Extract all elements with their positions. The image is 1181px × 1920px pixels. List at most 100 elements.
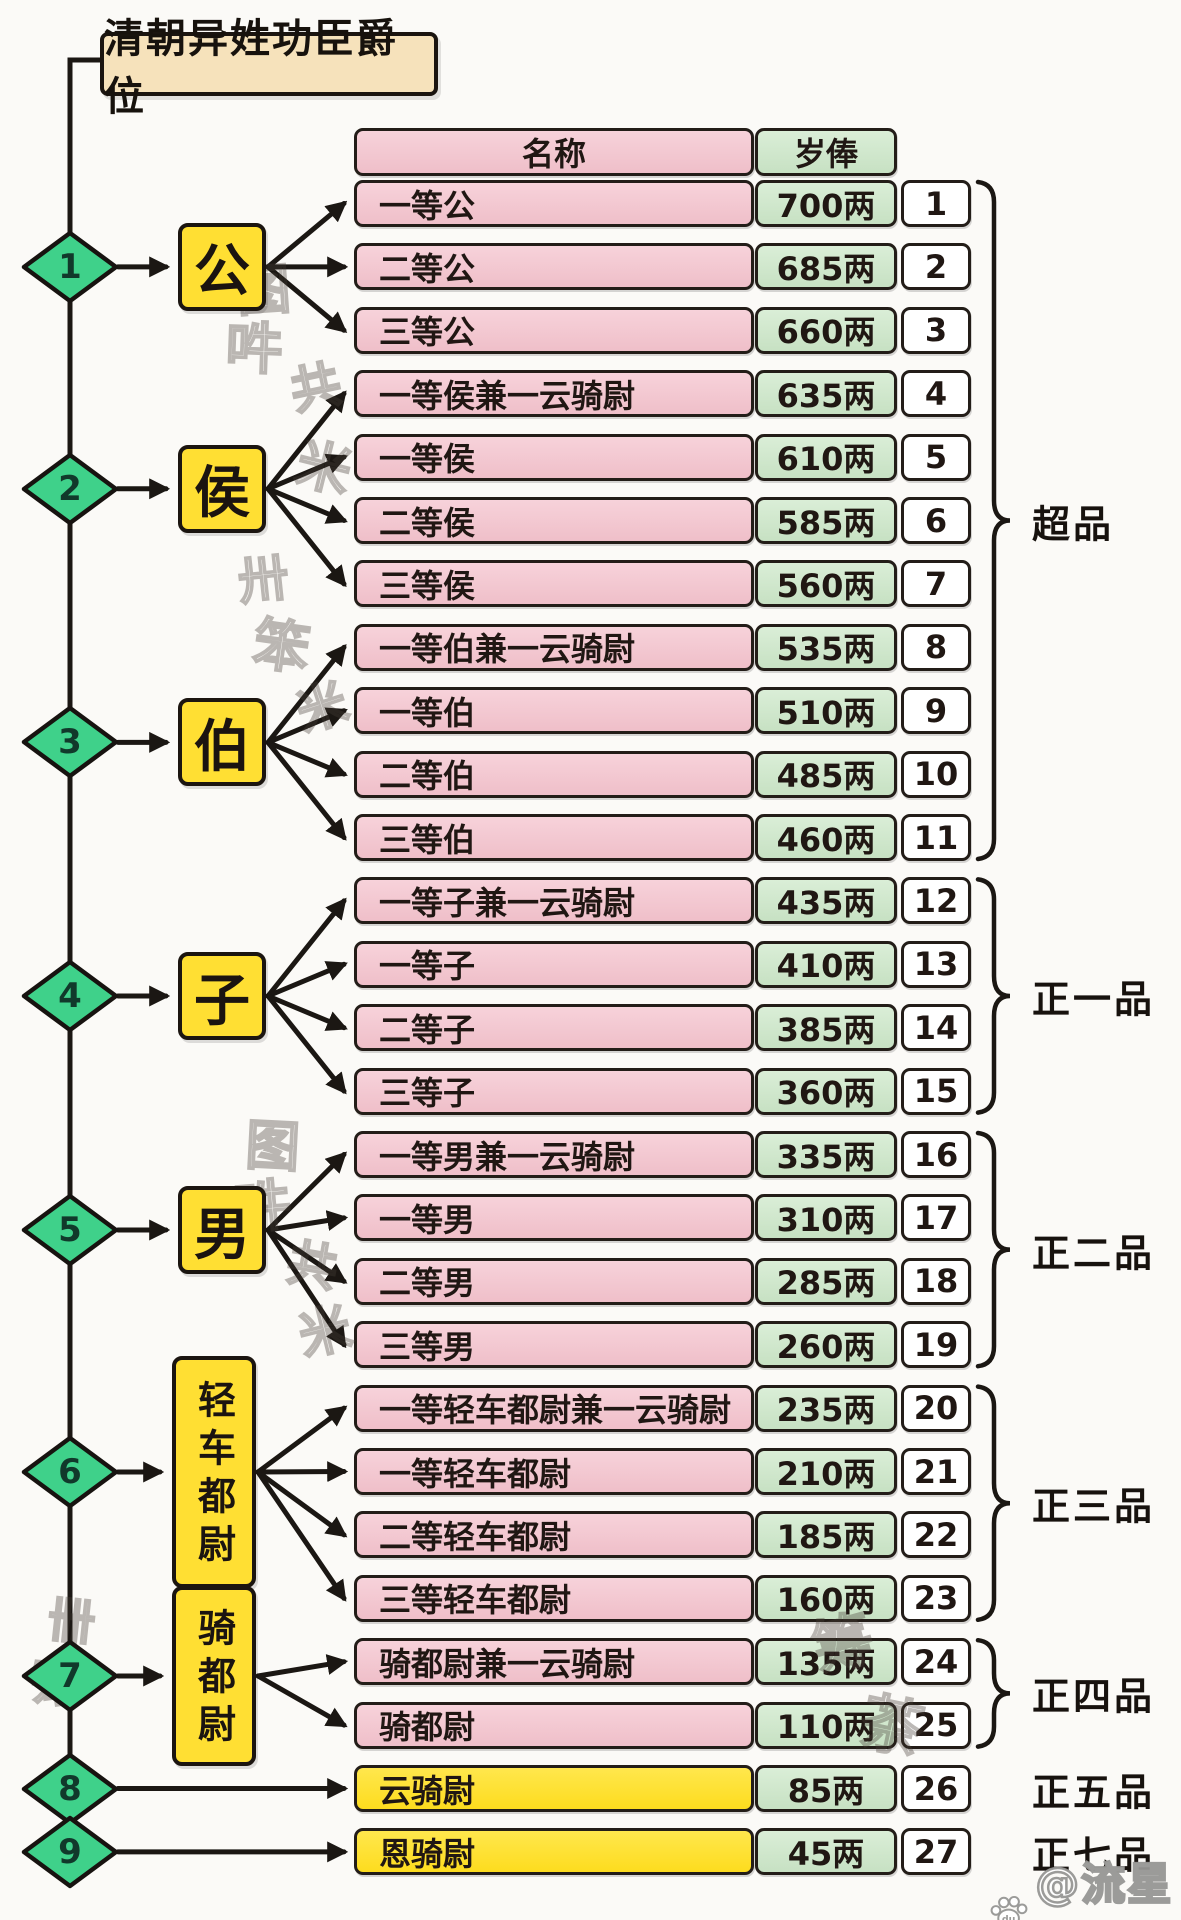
row-number: 8 bbox=[901, 623, 971, 671]
row-salary: 135两 bbox=[755, 1638, 897, 1686]
group-diamond-number: 6 bbox=[58, 1452, 82, 1492]
group-title-box: 男 bbox=[178, 1186, 266, 1274]
group-diamond: 5 bbox=[18, 1190, 122, 1270]
row-number: 21 bbox=[901, 1448, 971, 1495]
rank-label: 正二品 bbox=[1032, 1231, 1156, 1276]
group-diamond-number: 2 bbox=[58, 468, 82, 509]
group-diamond-number: 8 bbox=[58, 1768, 82, 1809]
group-diamond: 2 bbox=[18, 449, 122, 529]
row-name: 三等伯 bbox=[354, 814, 754, 861]
row-number: 10 bbox=[901, 750, 971, 798]
row-salary: 460两 bbox=[755, 814, 897, 861]
column-header-salary: 岁俸 bbox=[755, 128, 897, 176]
group-diamond: 3 bbox=[18, 702, 122, 782]
row-number: 24 bbox=[901, 1638, 971, 1686]
row-name: 三等公 bbox=[354, 306, 754, 354]
row-name: 一等男 bbox=[354, 1194, 754, 1242]
group-diamond-number: 4 bbox=[58, 976, 82, 1016]
row-number: 9 bbox=[901, 687, 971, 735]
row-number: 15 bbox=[901, 1067, 971, 1115]
row-name: 一等轻车都尉兼一云骑尉 bbox=[354, 1384, 754, 1432]
row-name: 一等侯 bbox=[354, 433, 754, 481]
rank-label: 正五品 bbox=[1032, 1770, 1156, 1814]
group-diamond: 4 bbox=[18, 956, 122, 1036]
group-title-box: 子 bbox=[178, 952, 266, 1040]
row-salary: 285两 bbox=[755, 1257, 897, 1305]
row-salary: 335两 bbox=[755, 1131, 897, 1178]
row-salary: 685两 bbox=[755, 243, 897, 291]
row-salary: 310两 bbox=[755, 1194, 897, 1242]
row-name: 恩骑尉 bbox=[354, 1828, 754, 1876]
page-title: 清朝异姓功臣爵位 bbox=[100, 16, 438, 120]
paw-icon: du bbox=[990, 1895, 1028, 1920]
row-salary: 185两 bbox=[755, 1511, 897, 1559]
group-diamond-number: 9 bbox=[58, 1831, 82, 1872]
group-diamond-number: 5 bbox=[58, 1210, 82, 1250]
row-salary: 535两 bbox=[755, 623, 897, 671]
rank-label: 正四品 bbox=[1032, 1674, 1156, 1719]
row-number: 22 bbox=[901, 1511, 971, 1559]
group-title-box: 公 bbox=[178, 222, 266, 311]
row-name: 骑都尉 bbox=[354, 1701, 754, 1749]
rank-label: 超品 bbox=[1032, 502, 1115, 546]
row-name: 三等侯 bbox=[354, 560, 754, 608]
row-salary: 610两 bbox=[755, 433, 897, 481]
row-name: 三等轻车都尉 bbox=[354, 1574, 754, 1622]
row-name: 云骑尉 bbox=[354, 1765, 754, 1812]
row-name: 二等轻车都尉 bbox=[354, 1511, 754, 1559]
row-name: 骑都尉兼一云骑尉 bbox=[354, 1638, 754, 1686]
row-number: 5 bbox=[901, 433, 971, 481]
row-name: 二等侯 bbox=[354, 497, 754, 544]
watermark-handle: @流星雨 bbox=[1034, 1858, 1174, 1912]
paw-du-text: du bbox=[1002, 1914, 1016, 1920]
row-name: 二等男 bbox=[354, 1257, 754, 1305]
row-name: 二等公 bbox=[354, 243, 754, 291]
row-salary: 360两 bbox=[755, 1067, 897, 1115]
row-salary: 110两 bbox=[755, 1701, 897, 1749]
group-diamond: 1 bbox=[18, 227, 122, 307]
row-name: 一等伯兼一云骑尉 bbox=[354, 623, 754, 671]
row-salary: 700两 bbox=[755, 180, 897, 227]
row-salary: 585两 bbox=[755, 497, 897, 544]
row-number: 23 bbox=[901, 1574, 971, 1622]
group-title-box: 骑都尉 bbox=[172, 1586, 256, 1766]
row-number: 13 bbox=[901, 940, 971, 988]
group-title-box: 轻车都尉 bbox=[172, 1356, 256, 1588]
row-number: 1 bbox=[901, 180, 971, 227]
row-salary: 435两 bbox=[755, 877, 897, 925]
group-diamond: 8 bbox=[18, 1749, 122, 1829]
row-number: 11 bbox=[901, 814, 971, 861]
row-salary: 410两 bbox=[755, 940, 897, 988]
group-diamond-number: 7 bbox=[58, 1656, 82, 1696]
row-salary: 260两 bbox=[755, 1321, 897, 1369]
row-salary: 510两 bbox=[755, 687, 897, 735]
group-diamond: 7 bbox=[18, 1636, 122, 1716]
row-name: 三等男 bbox=[354, 1321, 754, 1369]
row-salary: 385两 bbox=[755, 1004, 897, 1052]
row-salary: 660两 bbox=[755, 306, 897, 354]
row-number: 27 bbox=[901, 1828, 971, 1876]
row-name: 二等伯 bbox=[354, 750, 754, 798]
column-header-name: 名称 bbox=[354, 128, 754, 176]
group-diamond: 6 bbox=[18, 1432, 122, 1512]
row-number: 18 bbox=[901, 1257, 971, 1305]
row-salary: 160两 bbox=[755, 1574, 897, 1622]
row-name: 二等子 bbox=[354, 1004, 754, 1052]
rank-label: 正七品 bbox=[1032, 1833, 1156, 1878]
row-number: 14 bbox=[901, 1004, 971, 1052]
row-number: 12 bbox=[901, 877, 971, 925]
row-name: 一等轻车都尉 bbox=[354, 1448, 754, 1495]
row-salary: 210两 bbox=[755, 1448, 897, 1495]
row-number: 4 bbox=[901, 370, 971, 418]
row-number: 17 bbox=[901, 1194, 971, 1242]
row-name: 一等男兼一云骑尉 bbox=[354, 1131, 754, 1178]
row-name: 一等子兼一云骑尉 bbox=[354, 877, 754, 925]
row-number: 6 bbox=[901, 497, 971, 544]
group-title-box: 侯 bbox=[178, 444, 266, 533]
rank-label: 正三品 bbox=[1032, 1484, 1156, 1529]
row-salary: 45两 bbox=[755, 1828, 897, 1876]
rank-label: 正一品 bbox=[1032, 977, 1156, 1022]
creator-watermark: du @流星雨 bbox=[988, 1848, 1181, 1920]
